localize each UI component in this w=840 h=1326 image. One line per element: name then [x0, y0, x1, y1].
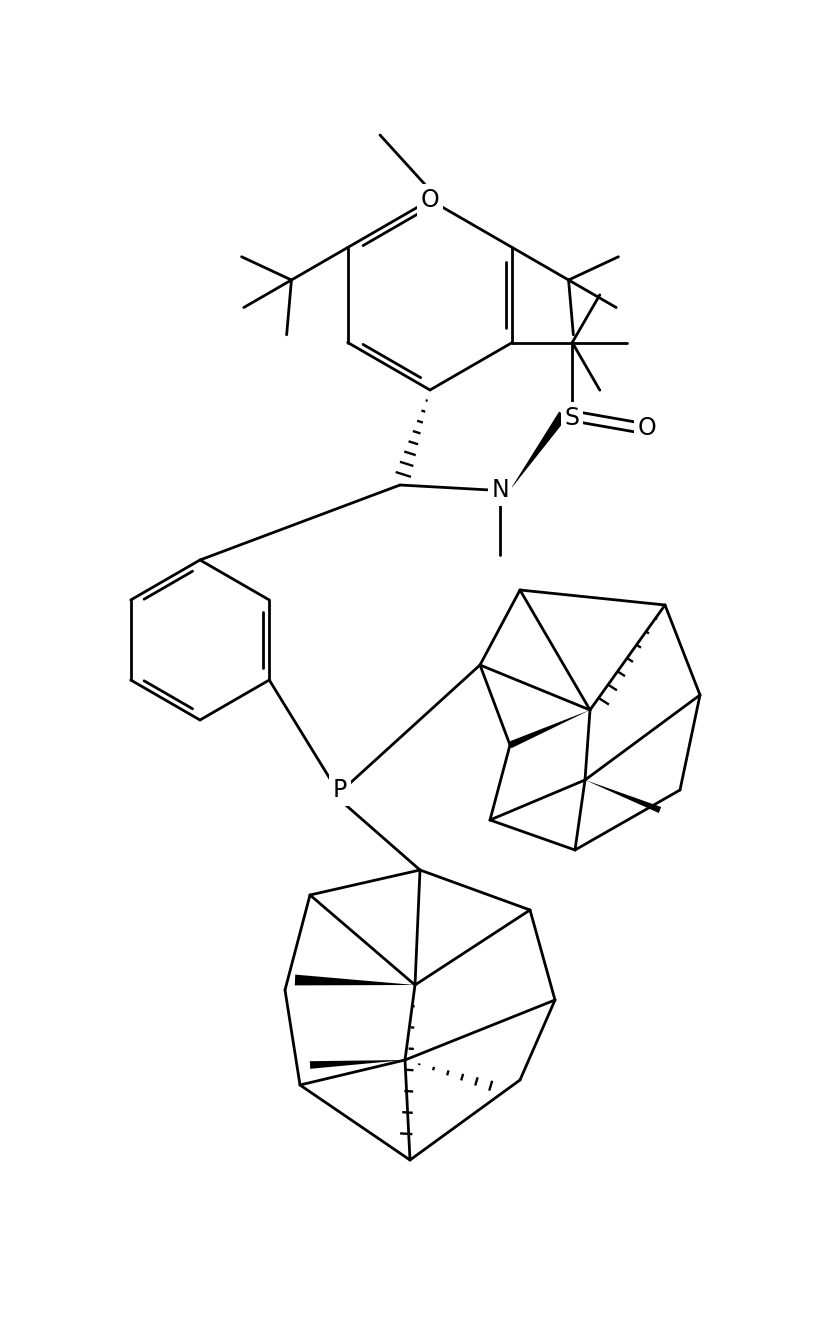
Text: N: N	[491, 477, 509, 503]
Text: S: S	[564, 406, 580, 430]
Text: P: P	[333, 778, 347, 802]
Polygon shape	[510, 411, 568, 491]
Text: O: O	[638, 415, 657, 439]
Text: O: O	[421, 188, 439, 212]
Polygon shape	[585, 780, 661, 813]
Polygon shape	[508, 709, 590, 748]
Polygon shape	[295, 975, 415, 985]
Polygon shape	[310, 1059, 405, 1069]
